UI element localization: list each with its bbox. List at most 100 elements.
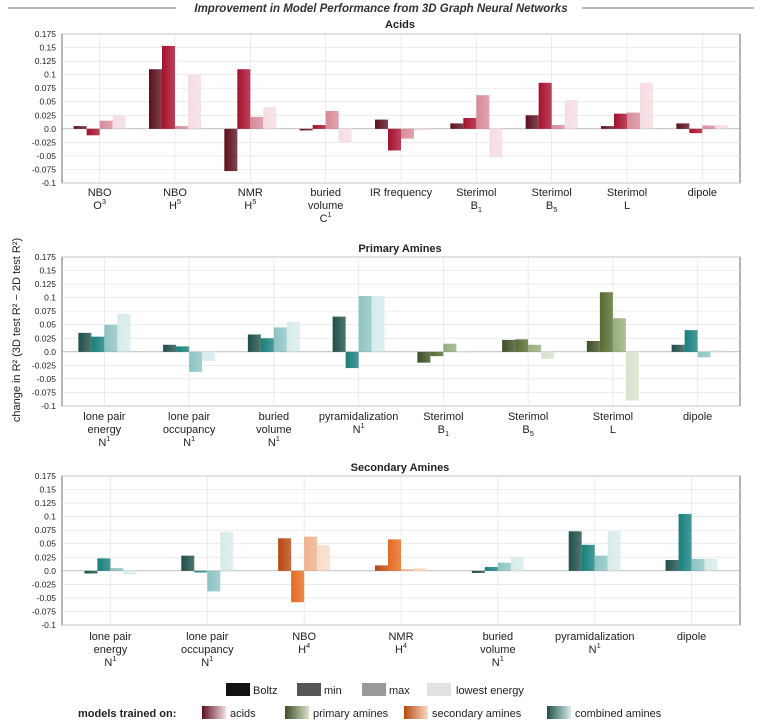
bar-lowest-energy-primary-amines-1 [202, 351, 216, 362]
bar-boltz-primary-amines-5 [502, 339, 516, 352]
x-tick-label: N1 [98, 434, 110, 449]
bar-min-primary-amines-4 [430, 351, 444, 357]
legend-swatch-combined-amines [547, 706, 571, 719]
bar-max-primary-amines-6 [612, 318, 626, 352]
bar-min-secondary-amines-2 [291, 570, 305, 603]
x-tick-label: N1 [589, 641, 601, 656]
legend-swatch-max [362, 683, 386, 696]
x-tick-label: occupancy [181, 644, 234, 656]
bar-lowest-energy-primary-amines-6 [625, 351, 639, 401]
bar-boltz-acids-8 [676, 123, 690, 129]
x-tick-label: lone pair [186, 631, 229, 643]
bar-min-primary-amines-6 [599, 292, 613, 352]
legend-swatch-secondary-amines [404, 706, 428, 719]
bar-boltz-acids-3 [299, 128, 313, 131]
x-tick-label: lone pair [168, 411, 211, 423]
y-tick-label: 0.175 [35, 471, 57, 481]
bar-min-acids-7 [614, 113, 627, 129]
y-tick-label: -0.025 [32, 579, 56, 589]
x-tick-label: volume [308, 200, 343, 212]
bar-boltz-secondary-amines-5 [568, 531, 582, 571]
x-tick-label: N1 [104, 654, 116, 669]
bar-max-acids-2 [250, 116, 264, 129]
y-tick-label: 0.0 [44, 347, 56, 357]
bar-lowest-energy-secondary-amines-1 [220, 531, 234, 571]
y-tick-label: 0.1 [44, 512, 56, 522]
bar-max-primary-amines-5 [528, 344, 542, 352]
bar-max-primary-amines-2 [273, 327, 287, 352]
y-tick-label: 0.175 [35, 252, 57, 262]
y-tick-label: 0.0 [44, 566, 56, 576]
bar-boltz-secondary-amines-2 [278, 538, 292, 571]
bar-boltz-primary-amines-6 [586, 340, 600, 352]
bar-lowest-energy-acids-6 [564, 100, 578, 129]
y-tick-label: -0.1 [41, 401, 56, 411]
x-tick-label: lone pair [89, 631, 132, 643]
y-tick-label: -0.075 [32, 164, 56, 174]
bar-lowest-energy-secondary-amines-4 [510, 557, 524, 571]
x-tick-label: N1 [201, 654, 213, 669]
bar-min-secondary-amines-3 [388, 539, 401, 571]
bar-max-secondary-amines-6 [691, 558, 705, 571]
y-tick-label: 0.175 [35, 29, 57, 39]
bar-boltz-secondary-amines-4 [471, 570, 485, 573]
x-tick-label: pyramidalization [555, 631, 634, 643]
bar-min-secondary-amines-0 [97, 558, 111, 571]
bar-lowest-energy-secondary-amines-0 [123, 570, 137, 575]
x-tick-label: dipole [683, 411, 712, 423]
bar-lowest-energy-secondary-amines-2 [317, 545, 331, 571]
x-tick-label: B1 [471, 200, 483, 214]
panel-primary-amines: Primary Amines -0.1 -0.075 -0.05 -0.025 0.0 0… [32, 243, 741, 449]
x-tick-label: buried [310, 187, 341, 199]
y-tick-label: -0.05 [37, 374, 57, 384]
bar-lowest-energy-acids-7 [640, 82, 653, 129]
y-tick-label: 0.1 [44, 293, 56, 303]
legend-models-label: models trained on: [78, 708, 176, 720]
bar-max-secondary-amines-0 [110, 568, 124, 571]
x-tick-label: NBO [163, 187, 187, 199]
y-tick-label: 0.075 [35, 525, 57, 535]
bar-max-acids-5 [476, 95, 490, 129]
y-tick-label: 0.05 [39, 539, 56, 549]
bar-lowest-energy-acids-2 [263, 107, 277, 129]
x-tick-label: occupancy [163, 424, 216, 436]
x-tick-label: volume [256, 424, 291, 436]
bar-min-secondary-amines-5 [581, 544, 595, 571]
legend-label-boltz: Boltz [253, 685, 277, 697]
bar-max-acids-6 [551, 125, 565, 129]
x-tick-label: N1 [492, 654, 504, 669]
x-tick-label: B5 [546, 200, 558, 214]
bar-min-primary-amines-1 [176, 346, 190, 352]
bar-max-acids-8 [702, 125, 716, 129]
panel-acids: Acids -0.1 -0.075 -0.05 -0.025 0.0 0.025 0.05 0… [32, 19, 741, 225]
bar-min-secondary-amines-1 [194, 570, 208, 573]
x-tick-label: N1 [183, 434, 195, 449]
panel-title-secondary-amines: Secondary Amines [351, 462, 450, 474]
bar-min-acids-4 [388, 128, 401, 151]
x-tick-label: L [610, 424, 616, 436]
x-tick-label: NBO [292, 631, 316, 643]
bar-min-secondary-amines-4 [484, 567, 498, 571]
y-tick-label: 0.025 [35, 333, 57, 343]
bar-lowest-energy-acids-8 [715, 125, 729, 129]
panel-secondary-amines: Secondary Amines -0.1 -0.075 -0.05 -0.025 0.… [32, 462, 741, 669]
x-tick-label: L [624, 200, 630, 212]
bar-min-acids-2 [237, 69, 251, 129]
legend-label-max: max [389, 685, 410, 697]
bar-min-primary-amines-7 [684, 330, 698, 352]
bar-lowest-energy-acids-0 [112, 115, 126, 129]
x-tick-label: buried [259, 411, 290, 423]
y-tick-label: -0.025 [32, 360, 56, 370]
bar-lowest-energy-acids-5 [489, 128, 503, 158]
y-tick-label: 0.05 [39, 320, 56, 330]
y-tick-label: 0.15 [39, 266, 56, 276]
bar-lowest-energy-primary-amines-5 [541, 351, 555, 359]
bar-boltz-primary-amines-1 [163, 344, 177, 352]
bar-min-primary-amines-3 [345, 351, 359, 369]
bar-boltz-primary-amines-2 [247, 334, 261, 352]
y-tick-label: 0.15 [39, 485, 56, 495]
bar-lowest-energy-secondary-amines-6 [704, 558, 718, 571]
bar-boltz-acids-2 [224, 128, 238, 172]
bar-max-secondary-amines-3 [401, 569, 414, 571]
bar-lowest-energy-primary-amines-3 [371, 296, 385, 352]
